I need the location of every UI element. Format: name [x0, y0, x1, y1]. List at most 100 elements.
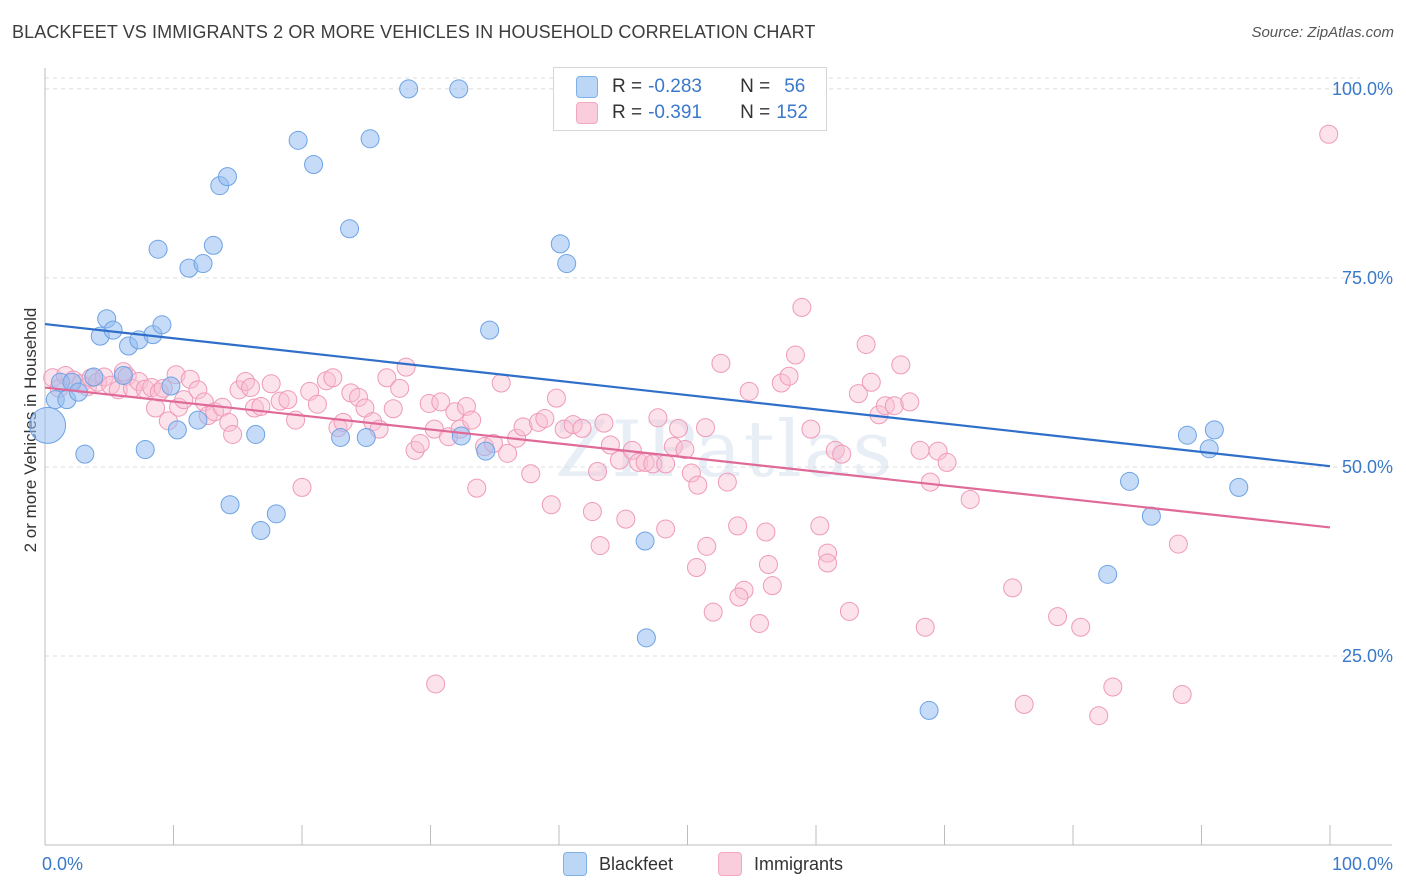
immigrants-point	[810, 516, 830, 536]
immigrants-point	[462, 410, 482, 430]
immigrants-point	[960, 489, 980, 509]
immigrants-point	[491, 373, 511, 393]
immigrants-point	[1003, 578, 1023, 598]
immigrants-point	[541, 495, 561, 515]
blackfeet-point	[1141, 506, 1161, 526]
blackfeet-trend-line	[44, 322, 1331, 468]
blackfeet-point	[217, 167, 237, 187]
immigrants-point	[535, 409, 555, 429]
immigrants-point	[656, 454, 676, 474]
immigrants-point	[235, 372, 255, 392]
blackfeet-swatch	[576, 76, 598, 98]
stats-legend: R = -0.283 N = 56 R = -0.391 N = 152	[553, 67, 827, 131]
immigrants-point	[244, 398, 264, 418]
immigrants-point	[588, 461, 608, 481]
immigrants-point	[681, 463, 701, 483]
blackfeet-point	[919, 700, 939, 720]
immigrants-point	[1089, 706, 1109, 726]
immigrants-point	[792, 297, 812, 317]
blackfeet-point	[360, 129, 380, 149]
blackfeet-point	[480, 320, 500, 340]
immigrants-point	[675, 440, 695, 460]
immigrants-point	[656, 519, 676, 539]
immigrants-point	[546, 388, 566, 408]
blackfeet-point	[1120, 471, 1140, 491]
immigrants-point	[818, 543, 838, 563]
immigrants-swatch	[718, 852, 743, 876]
r-value: -0.283	[648, 76, 702, 97]
immigrants-point	[396, 357, 416, 377]
legend-item-blackfeet[interactable]: Blackfeet	[562, 852, 673, 876]
blackfeet-point	[1199, 439, 1219, 459]
immigrants-point	[349, 387, 369, 407]
immigrants-point	[920, 472, 940, 492]
immigrants-point	[900, 392, 920, 412]
immigrants-point	[937, 452, 957, 472]
blackfeet-point	[113, 365, 133, 385]
r-label: R =	[612, 76, 643, 97]
y-tick-label: 75.0%	[1342, 268, 1393, 288]
blackfeet-point	[449, 79, 469, 99]
blackfeet-point	[84, 367, 104, 387]
stats-row-immigrants: R = -0.391 N = 152	[576, 100, 808, 126]
immigrants-point	[856, 334, 876, 354]
immigrants-point	[779, 366, 799, 386]
blackfeet-point	[266, 504, 286, 524]
immigrants-point	[223, 424, 243, 444]
immigrants-point	[241, 378, 261, 398]
blackfeet-point	[203, 235, 223, 255]
blackfeet-point	[246, 424, 266, 444]
immigrants-point	[1172, 685, 1192, 705]
immigrants-point	[616, 509, 636, 529]
blackfeet-point	[152, 315, 172, 335]
legend-label: Immigrants	[754, 853, 844, 874]
immigrants-point	[582, 502, 602, 522]
blackfeet-swatch	[562, 852, 587, 876]
blackfeet-point	[251, 520, 271, 540]
immigrants-point	[910, 440, 930, 460]
immigrants-point	[771, 373, 791, 393]
chart-title: BLACKFEET VS IMMIGRANTS 2 OR MORE VEHICL…	[12, 22, 816, 42]
y-tick-label: 50.0%	[1342, 457, 1393, 477]
blackfeet-point	[451, 426, 471, 446]
blackfeet-point	[193, 254, 213, 274]
immigrants-point	[697, 536, 717, 556]
immigrants-point	[688, 475, 708, 495]
immigrants-point	[390, 378, 410, 398]
n-label: N =	[740, 76, 771, 97]
immigrants-point	[377, 368, 397, 388]
immigrants-point	[1319, 124, 1339, 144]
immigrants-point	[292, 477, 312, 497]
immigrants-point	[521, 464, 541, 484]
blackfeet-point	[636, 628, 656, 648]
immigrants-point	[728, 516, 748, 536]
blackfeet-point	[135, 440, 155, 460]
immigrants-point	[832, 444, 852, 464]
blackfeet-point	[148, 239, 168, 259]
immigrants-point	[739, 381, 759, 401]
blackfeet-point	[331, 427, 351, 447]
immigrants-point	[1071, 617, 1091, 637]
legend-item-immigrants[interactable]: Immigrants	[718, 852, 843, 876]
immigrants-point	[629, 452, 649, 472]
blackfeet-point	[557, 254, 577, 274]
immigrants-point	[278, 390, 298, 410]
x-tick-label: 0.0%	[42, 854, 83, 874]
stats-row-blackfeet: R = -0.283 N = 56	[576, 74, 805, 100]
blackfeet-point	[304, 155, 324, 175]
immigrants-point	[219, 412, 239, 432]
immigrants-point	[711, 353, 731, 373]
immigrants-point	[891, 355, 911, 375]
immigrants-point	[180, 369, 200, 389]
immigrants-point	[307, 394, 327, 414]
immigrants-point	[431, 392, 451, 412]
immigrants-point	[188, 380, 208, 400]
immigrants-point	[703, 602, 723, 622]
source-credit: Source: ZipAtlas.com	[1251, 24, 1394, 41]
immigrants-point	[410, 434, 430, 454]
immigrants-point	[749, 613, 769, 633]
immigrants-point	[825, 440, 845, 460]
blackfeet-point	[635, 531, 655, 551]
immigrants-point	[1048, 607, 1068, 627]
